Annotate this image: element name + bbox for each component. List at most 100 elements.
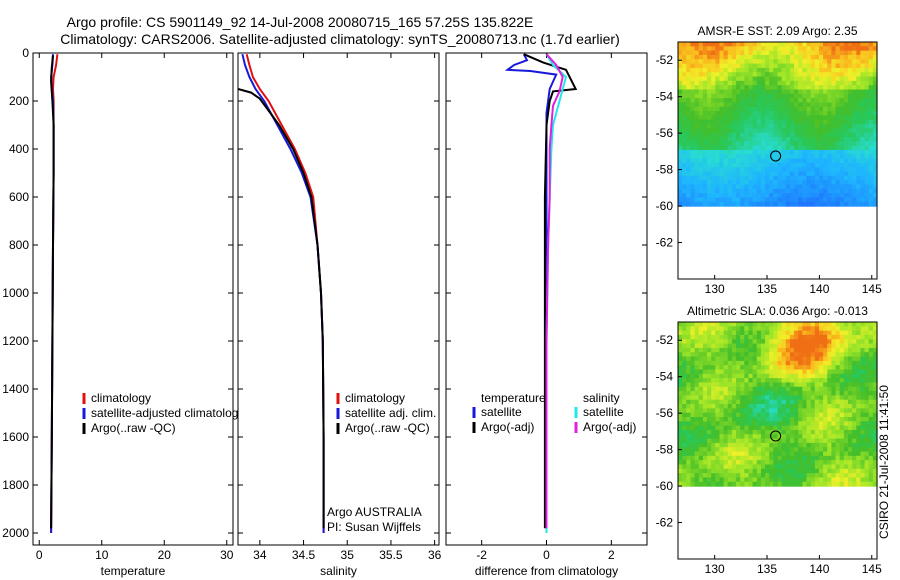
heatmap-cell xyxy=(752,473,758,479)
heatmap-cell xyxy=(698,93,704,99)
heatmap-cell xyxy=(773,386,779,392)
heatmap-cell xyxy=(727,184,733,190)
heatmap-cell xyxy=(860,326,866,332)
heatmap-cell xyxy=(736,136,741,142)
heatmap-cell xyxy=(789,128,795,134)
heatmap-cell xyxy=(756,347,762,353)
heatmap-cell xyxy=(686,162,692,168)
heatmap-cell xyxy=(843,434,849,440)
heatmap-cell xyxy=(806,473,812,479)
heatmap-cell xyxy=(839,360,845,366)
heatmap-cell xyxy=(752,404,758,409)
heatmap-cell xyxy=(852,167,857,173)
heatmap-cell xyxy=(723,421,729,427)
heatmap-cell xyxy=(769,106,774,112)
heatmap-cell xyxy=(785,334,791,340)
heatmap-cell xyxy=(864,128,870,134)
heatmap-cell xyxy=(765,451,770,457)
heatmap-cell xyxy=(748,460,754,466)
difference-xtick-label: -2 xyxy=(476,548,487,562)
heatmap-cell xyxy=(818,373,824,379)
heatmap-cell xyxy=(736,447,741,453)
heatmap-cell xyxy=(760,378,766,384)
heatmap-cell xyxy=(744,119,750,125)
heatmap-cell xyxy=(765,395,770,401)
heatmap-cell xyxy=(723,429,729,435)
heatmap-cell xyxy=(777,188,783,194)
heatmap-cell xyxy=(769,369,774,375)
heatmap-cell xyxy=(860,481,866,487)
heatmap-cell xyxy=(694,115,700,121)
heatmap-cell xyxy=(843,72,849,78)
heatmap-cell xyxy=(694,460,700,466)
heatmap-cell xyxy=(785,54,791,60)
heatmap-cell xyxy=(856,365,862,371)
heatmap-cell xyxy=(736,438,741,444)
heatmap-cell xyxy=(694,50,700,56)
heatmap-cell xyxy=(752,106,758,112)
heatmap-cell xyxy=(744,434,750,440)
heatmap-cell xyxy=(802,54,808,60)
heatmap-cell xyxy=(843,102,849,108)
heatmap-cell xyxy=(756,438,762,444)
heatmap-cell xyxy=(785,352,791,358)
heatmap-cell xyxy=(843,171,849,177)
heatmap-cell xyxy=(694,416,700,422)
heatmap-cell xyxy=(810,416,816,422)
heatmap-cell xyxy=(802,193,808,199)
heatmap-cell xyxy=(731,149,737,155)
heatmap-cell xyxy=(731,434,737,440)
heatmap-cell xyxy=(823,98,828,104)
heatmap-cell xyxy=(719,111,725,117)
heatmap-cell xyxy=(731,352,737,358)
heatmap-cell xyxy=(694,59,700,65)
heatmap-cell xyxy=(856,343,862,349)
heatmap-cell xyxy=(765,447,770,453)
heatmap-cell xyxy=(777,149,783,155)
heatmap-cell xyxy=(794,76,799,82)
heatmap-cell xyxy=(777,80,783,86)
heatmap-cell xyxy=(847,124,853,129)
heatmap-cell xyxy=(852,72,857,78)
heatmap-cell xyxy=(748,408,754,414)
heatmap-cell xyxy=(814,464,820,470)
heatmap-cell xyxy=(789,67,795,73)
heatmap-cell xyxy=(843,330,849,336)
heatmap-cell xyxy=(698,404,704,409)
heatmap-cell xyxy=(818,89,824,95)
heatmap-cell xyxy=(781,369,787,375)
heatmap-cell xyxy=(711,460,716,466)
heatmap-cell xyxy=(823,72,828,78)
heatmap-cell xyxy=(789,473,795,479)
heatmap-cell xyxy=(802,382,808,388)
heatmap-cell xyxy=(702,171,708,177)
heatmap-cell xyxy=(698,111,704,117)
heatmap-cell xyxy=(694,201,700,207)
heatmap-cell xyxy=(814,162,820,168)
heatmap-cell xyxy=(806,360,812,366)
heatmap-cell xyxy=(785,395,791,401)
heatmap-cell xyxy=(723,201,729,207)
heatmap-cell xyxy=(744,356,750,362)
heatmap-cell xyxy=(711,356,716,362)
heatmap-cell xyxy=(864,360,870,366)
heatmap-cell xyxy=(864,188,870,194)
heatmap-cell xyxy=(736,145,741,151)
heatmap-cell xyxy=(847,395,853,401)
heatmap-cell xyxy=(802,343,808,349)
heatmap-cell xyxy=(852,356,857,362)
heatmap-cell xyxy=(835,72,841,78)
heatmap-cell xyxy=(802,102,808,108)
heatmap-cell xyxy=(686,464,692,470)
heatmap-cell xyxy=(752,330,758,336)
heatmap-cell xyxy=(843,382,849,388)
heatmap-cell xyxy=(707,343,712,349)
heatmap-cell xyxy=(727,42,733,47)
heatmap-cell xyxy=(740,356,745,362)
heatmap-cell xyxy=(872,145,878,151)
heatmap-cell xyxy=(847,72,853,78)
heatmap-cell xyxy=(789,63,795,69)
heatmap-cell xyxy=(719,136,725,142)
heatmap-cell xyxy=(707,347,712,353)
heatmap-cell xyxy=(736,395,741,401)
